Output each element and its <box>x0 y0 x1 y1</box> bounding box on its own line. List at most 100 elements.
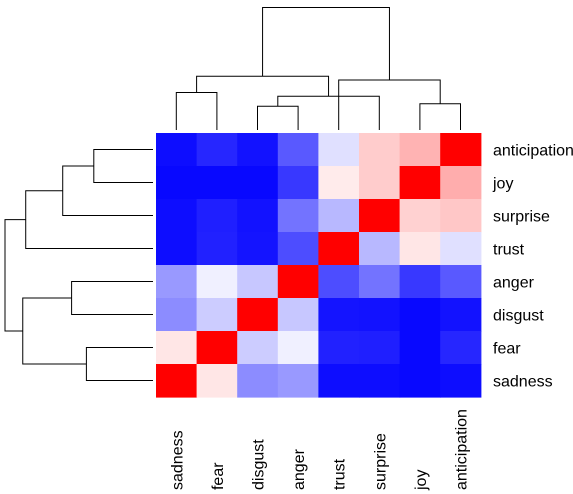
column-label-joy: joy <box>413 470 430 491</box>
row-label-surprise: surprise <box>493 209 550 226</box>
heatmap-cell-disgust-fear <box>196 298 238 332</box>
heatmap-cell-fear-surprise <box>359 331 401 365</box>
row-dendrogram-link <box>4 219 26 332</box>
column-dendrogram-link <box>257 105 299 130</box>
heatmap-cell-sadness-anger <box>277 364 319 398</box>
heatmap-cell-disgust-disgust <box>237 298 279 332</box>
row-label-anticipation: anticipation <box>493 143 573 160</box>
heatmap-cell-anger-disgust <box>237 265 279 299</box>
column-label-trust: trust <box>332 458 349 490</box>
column-label-sadness: sadness <box>169 430 186 490</box>
column-dendrogram-link <box>277 95 380 130</box>
column-label-anger: anger <box>291 448 308 490</box>
heatmap-cell-anger-fear <box>196 265 238 299</box>
heatmap-cell-trust-disgust <box>237 232 279 266</box>
heatmap-cell-trust-anger <box>277 232 319 266</box>
heatmap-cell-trust-joy <box>399 232 441 266</box>
heatmap-cell-joy-joy <box>399 166 441 200</box>
heatmap-cell-trust-surprise <box>359 232 401 266</box>
heatmap-cell-surprise-sadness <box>156 199 198 233</box>
row-label-disgust: disgust <box>493 308 544 325</box>
heatmap-cell-surprise-surprise <box>359 199 401 233</box>
heatmap-cell-anger-joy <box>399 265 441 299</box>
heatmap-cell-surprise-trust <box>318 199 360 233</box>
heatmap-cell-disgust-trust <box>318 298 360 332</box>
heatmap-cell-fear-trust <box>318 331 360 365</box>
column-label-anticipation: anticipation <box>454 409 471 490</box>
heatmap-cell-sadness-anticipation <box>440 364 482 398</box>
heatmap-cell-sadness-disgust <box>237 364 279 398</box>
heatmap-cell-surprise-disgust <box>237 199 279 233</box>
heatmap-cell-joy-sadness <box>156 166 198 200</box>
column-dendrogram-link <box>196 75 330 97</box>
heatmap-cell-sadness-trust <box>318 364 360 398</box>
heatmap-cell-sadness-sadness <box>156 364 198 398</box>
heatmap-cell-joy-anticipation <box>440 166 482 200</box>
heatmap-cell-anticipation-surprise <box>359 133 401 167</box>
row-dendrogram-link <box>62 165 153 216</box>
row-labels: anticipation joy surprise trust anger disgust… <box>492 143 573 391</box>
row-dendrogram-link <box>85 347 153 381</box>
column-dendrogram-link <box>338 79 441 130</box>
heatmap-cells <box>156 133 482 398</box>
heatmap-cell-anticipation-anticipation <box>440 133 482 167</box>
heatmap-cell-sadness-fear <box>196 364 238 398</box>
heatmap-cell-surprise-fear <box>196 199 238 233</box>
heatmap-cell-trust-anticipation <box>440 232 482 266</box>
heatmap-cell-trust-sadness <box>156 232 198 266</box>
heatmap-cell-fear-disgust <box>237 331 279 365</box>
heatmap-cell-fear-fear <box>196 331 238 365</box>
heatmap-cell-surprise-joy <box>399 199 441 233</box>
row-dendrogram-link <box>71 281 153 315</box>
row-label-fear: fear <box>493 341 521 358</box>
row-label-anger: anger <box>493 275 535 292</box>
heatmap-cell-disgust-joy <box>399 298 441 332</box>
column-label-surprise: surprise <box>372 433 389 490</box>
heatmap-cell-anticipation-anger <box>277 133 319 167</box>
heatmap-cell-disgust-sadness <box>156 298 198 332</box>
heatmap-cell-joy-fear <box>196 166 238 200</box>
row-dendrogram-link <box>22 297 87 365</box>
heatmap-cell-fear-joy <box>399 331 441 365</box>
heatmap-cell-joy-surprise <box>359 166 401 200</box>
heatmap-cell-anticipation-sadness <box>156 133 198 167</box>
heatmap-cell-sadness-joy <box>399 364 441 398</box>
column-dendrogram-link <box>175 92 218 130</box>
heatmap-cell-anticipation-fear <box>196 133 238 167</box>
heatmap-cell-surprise-anticipation <box>440 199 482 233</box>
row-dendrogram-link <box>93 149 153 183</box>
heatmap-cell-disgust-anger <box>277 298 319 332</box>
heatmap-cell-anger-anticipation <box>440 265 482 299</box>
column-labels: sadness fear disgust anger trust surprise joy a… <box>169 409 470 491</box>
heatmap-cell-surprise-anger <box>277 199 319 233</box>
heatmap-cell-anger-surprise <box>359 265 401 299</box>
heatmap-cell-anticipation-disgust <box>237 133 279 167</box>
heatmap-cell-anticipation-trust <box>318 133 360 167</box>
heatmap-cell-fear-anticipation <box>440 331 482 365</box>
heatmap-cell-trust-fear <box>196 232 238 266</box>
heatmap-cell-joy-disgust <box>237 166 279 200</box>
heatmap-cell-anticipation-joy <box>399 133 441 167</box>
column-label-fear: fear <box>210 462 227 490</box>
column-dendrogram-link <box>419 103 461 130</box>
row-label-trust: trust <box>493 242 525 259</box>
heatmap-cell-anger-sadness <box>156 265 198 299</box>
column-dendrogram-link <box>262 7 390 80</box>
column-dendrogram <box>175 7 461 130</box>
heatmap-cell-anger-anger <box>277 265 319 299</box>
column-label-disgust: disgust <box>251 439 268 490</box>
heatmap-cell-anger-trust <box>318 265 360 299</box>
row-label-sadness: sadness <box>493 374 553 391</box>
heatmap-cell-joy-trust <box>318 166 360 200</box>
heatmap-cell-sadness-surprise <box>359 364 401 398</box>
heatmap-cell-joy-anger <box>277 166 319 200</box>
heatmap-cell-disgust-anticipation <box>440 298 482 332</box>
heatmap-cell-trust-trust <box>318 232 360 266</box>
row-dendrogram <box>4 149 153 381</box>
row-dendrogram-link <box>25 190 153 249</box>
heatmap-cell-disgust-surprise <box>359 298 401 332</box>
row-label-joy: joy <box>492 176 513 193</box>
heatmap-cell-fear-sadness <box>156 331 198 365</box>
heatmap-cell-fear-anger <box>277 331 319 365</box>
